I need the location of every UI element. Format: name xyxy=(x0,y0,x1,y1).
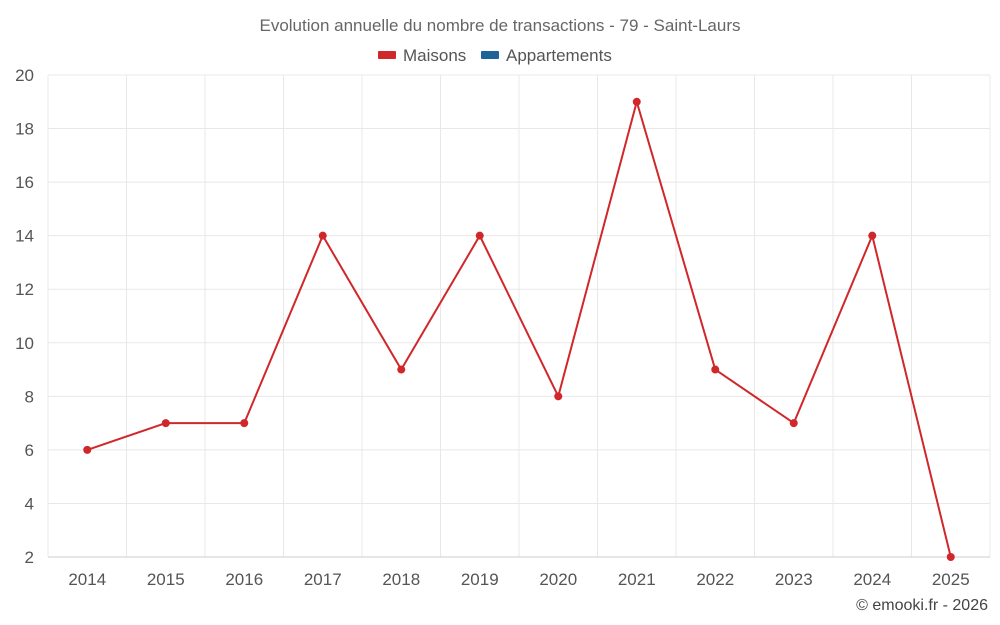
x-tick-label: 2015 xyxy=(147,570,185,589)
data-point-maisons-2023[interactable] xyxy=(789,419,798,428)
x-tick-label: 2023 xyxy=(775,570,813,589)
x-axis-ticks: 2014 2015 2016 2017 2018 2019 2020 2021 2022 2023… xyxy=(68,570,969,589)
series-maisons xyxy=(83,97,955,561)
x-tick-label: 2025 xyxy=(932,570,970,589)
x-tick-label: 2016 xyxy=(225,570,263,589)
y-tick-label: 10 xyxy=(15,334,34,353)
data-point-maisons-2017[interactable] xyxy=(318,231,327,240)
legend-label-appartements: Appartements xyxy=(506,46,612,65)
x-tick-label: 2020 xyxy=(539,570,577,589)
y-tick-label: 12 xyxy=(15,280,34,299)
y-tick-label: 2 xyxy=(25,548,34,567)
chart-title: Evolution annuelle du nombre de transact… xyxy=(259,16,740,35)
legend-swatch-appartements xyxy=(481,51,499,59)
y-tick-label: 6 xyxy=(25,441,34,460)
y-gridlines xyxy=(48,74,990,504)
series-line-maisons xyxy=(86,100,952,558)
legend-item-maisons[interactable]: Maisons xyxy=(378,46,466,65)
x-tick-label: 2021 xyxy=(618,570,656,589)
data-point-maisons-2020[interactable] xyxy=(554,392,563,401)
data-point-maisons-2014[interactable] xyxy=(83,445,92,454)
data-point-maisons-2018[interactable] xyxy=(397,365,406,374)
y-axis-ticks: 2 4 6 8 10 12 14 16 18 20 xyxy=(15,66,34,567)
y-tick-label: 14 xyxy=(15,227,34,246)
legend: Maisons Appartements xyxy=(378,46,612,65)
legend-swatch-maisons xyxy=(378,51,396,59)
y-tick-label: 8 xyxy=(25,387,34,406)
data-point-maisons-2022[interactable] xyxy=(711,365,720,374)
credit-text: © emooki.fr - 2026 xyxy=(856,597,988,614)
y-tick-label: 18 xyxy=(15,120,34,139)
y-tick-label: 20 xyxy=(15,66,34,85)
x-tick-label: 2018 xyxy=(382,570,420,589)
data-point-maisons-2021[interactable] xyxy=(632,97,641,106)
data-point-maisons-2015[interactable] xyxy=(161,419,170,428)
y-tick-label: 16 xyxy=(15,173,34,192)
legend-label-maisons: Maisons xyxy=(403,46,466,65)
x-gridlines xyxy=(47,75,991,557)
data-point-maisons-2019[interactable] xyxy=(475,231,484,240)
x-tick-label: 2019 xyxy=(461,570,499,589)
legend-item-appartements[interactable]: Appartements xyxy=(481,46,612,65)
data-point-maisons-2024[interactable] xyxy=(868,231,877,240)
x-tick-label: 2022 xyxy=(696,570,734,589)
x-tick-label: 2024 xyxy=(853,570,891,589)
x-tick-label: 2014 xyxy=(68,570,106,589)
y-tick-label: 4 xyxy=(25,494,34,513)
data-point-maisons-2025[interactable] xyxy=(946,553,955,561)
data-point-maisons-2016[interactable] xyxy=(240,419,249,428)
x-tick-label: 2017 xyxy=(304,570,342,589)
